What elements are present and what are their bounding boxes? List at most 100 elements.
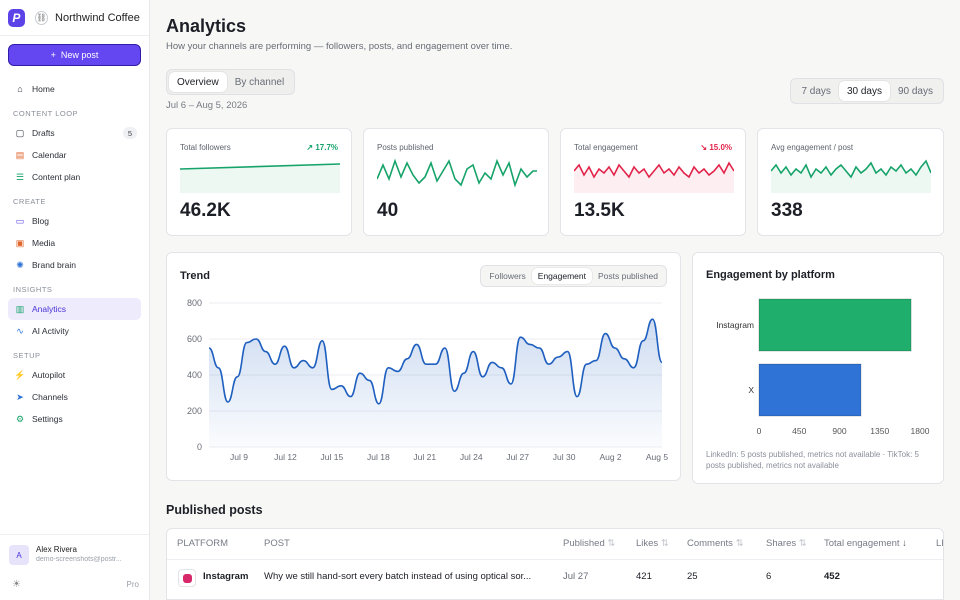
instagram-icon: [178, 569, 196, 587]
col-label: Shares: [766, 538, 797, 549]
col-linkedin: LI: [936, 538, 944, 549]
nav-calendar[interactable]: ▤ Calendar: [8, 144, 141, 166]
nav-channels[interactable]: ➤ Channels: [8, 386, 141, 408]
col-post: POST: [264, 538, 290, 549]
nav-blog[interactable]: ▭ Blog: [8, 210, 141, 232]
trend-area: [209, 319, 662, 447]
x-tick-label: Jul 30: [553, 452, 576, 462]
col-platform: PLATFORM: [177, 538, 229, 549]
bar-chart-icon: ▥: [15, 303, 25, 314]
col-published[interactable]: Published ⇅: [563, 538, 615, 549]
activity-icon: ∿: [16, 325, 24, 336]
nav-home[interactable]: ⌂ Home: [8, 78, 141, 100]
nav-content-plan[interactable]: ☰ Content plan: [8, 166, 141, 188]
period-90-days[interactable]: 90 days: [897, 85, 933, 97]
cell-platform: Instagram: [203, 571, 249, 582]
bar-category-label: X: [748, 385, 754, 395]
col-total-engagement[interactable]: Total engagement ↓: [824, 538, 907, 549]
table-row[interactable]: [167, 559, 943, 599]
x-tick-label: Jul 9: [230, 452, 248, 462]
platform-bar-chart: Instagram X 0 450 900 1350 1800: [716, 298, 930, 436]
brain-icon: ✺: [16, 259, 24, 270]
col-comments[interactable]: Comments ⇅: [687, 538, 744, 549]
nav-analytics[interactable]: ▥ Analytics: [8, 298, 141, 320]
new-post-button[interactable]: + New post: [8, 44, 141, 66]
sliders-icon: ⚙: [15, 413, 25, 424]
period-selector: 7 days 30 days 90 days: [790, 78, 944, 104]
x-tick-label: 1800: [911, 426, 930, 436]
nav-media[interactable]: ▣ Media: [8, 232, 141, 254]
trend-card: 0 200 400 600 800 Jul 9 Jul 12 Jul 15 Jul 18 Jul …: [166, 252, 681, 481]
drafts-count-badge: 5: [123, 127, 137, 139]
cell-likes: 421: [636, 571, 652, 582]
cell-published: Jul 27: [563, 571, 589, 582]
kpi-change: ↗ 17.7%: [306, 143, 338, 152]
page-title: Analytics: [166, 16, 247, 36]
kpi-card-followers: Total followers ↗ 17.7% 46.2K: [166, 128, 352, 236]
tab-engagement[interactable]: Engagement: [531, 268, 592, 284]
sort-icon: ⇅: [798, 538, 807, 549]
tab-overview[interactable]: Overview: [169, 72, 227, 92]
nav-ai-activity[interactable]: ∿ AI Activity: [8, 320, 141, 342]
app-logo: P: [8, 8, 25, 27]
followers-sparkline: [180, 163, 340, 193]
kpi-value: 40: [377, 200, 399, 221]
x-tick-label: Aug 2: [599, 452, 621, 462]
send-icon: ➤: [16, 391, 24, 402]
nav-group-setup: SETUP: [13, 351, 41, 360]
kpi-label: Total followers: [180, 143, 231, 152]
kpi-value: 46.2K: [180, 200, 231, 221]
trend-chart: 0 200 400 600 800 Jul 9 Jul 12 Jul 15 Jul 18 Jul …: [187, 298, 668, 462]
sort-icon: ⇅: [735, 538, 744, 549]
user-panel[interactable]: A Alex Rivera demo-screenshots@postr... …: [0, 534, 150, 600]
nav-label: Autopilot: [32, 370, 66, 380]
home-icon: ⌂: [17, 84, 23, 94]
y-tick-label: 400: [187, 370, 202, 380]
plan-badge: Pro: [126, 580, 139, 589]
y-tick-label: 200: [187, 406, 202, 416]
kpi-card-avg-engagement: Avg engagement / post 338: [757, 128, 944, 236]
workspace-name: Northwind Coffee Co: [55, 11, 141, 24]
new-post-label: New post: [60, 50, 99, 60]
col-shares[interactable]: Shares ⇅: [766, 538, 807, 549]
cell-comments: 25: [687, 571, 698, 582]
cell-post[interactable]: Why we still hand-sort every batch inste…: [264, 571, 532, 582]
bar-x: [758, 363, 862, 417]
period-30-days[interactable]: 30 days: [838, 81, 890, 101]
kpi-label: Total engagement: [574, 143, 638, 152]
period-7-days[interactable]: 7 days: [801, 85, 831, 97]
y-tick-label: 800: [187, 298, 202, 308]
nav-label: Media: [32, 238, 56, 248]
sort-icon: ⇅: [607, 538, 616, 549]
nav-autopilot[interactable]: ⚡ Autopilot: [8, 364, 141, 386]
link-icon: ⛓: [34, 10, 49, 25]
col-label: Comments: [687, 538, 733, 549]
nav-label: Calendar: [32, 150, 67, 160]
workspace-switcher[interactable]: P ⛓ Northwind Coffee Co: [0, 0, 149, 36]
posts-sparkline: [377, 158, 537, 188]
col-likes[interactable]: Likes ⇅: [636, 538, 669, 549]
main-content: Analytics How your channels are performi…: [150, 0, 960, 600]
nav-brand-brain[interactable]: ✺ Brand brain: [8, 254, 141, 276]
nav-label: Content plan: [32, 172, 81, 182]
tab-by-channel[interactable]: By channel: [234, 76, 285, 88]
published-posts-table: PLATFORM POST Published ⇅ Likes ⇅ Commen…: [166, 528, 944, 600]
list-icon: ☰: [15, 171, 25, 182]
x-tick-label: Jul 27: [506, 452, 529, 462]
zap-icon: ⚡: [14, 369, 26, 380]
nav-drafts[interactable]: ▢ Drafts 5: [8, 122, 141, 144]
user-email: demo-screenshots@postr...: [36, 556, 122, 563]
nav-settings[interactable]: ⚙ Settings: [8, 408, 141, 430]
kpi-card-engagement: Total engagement ↘ 15.0% 13.5K: [560, 128, 746, 236]
x-tick-label: 1350: [870, 426, 889, 436]
x-tick-label: 900: [832, 426, 846, 436]
avg-engagement-sparkline: [771, 159, 931, 193]
user-name: Alex Rivera: [36, 545, 77, 554]
col-label: Published: [563, 538, 605, 549]
nav-label: Settings: [32, 414, 63, 424]
tab-followers[interactable]: Followers: [489, 271, 526, 281]
col-label: Total engagement: [824, 538, 900, 549]
kpi-change: ↘ 15.0%: [700, 143, 732, 152]
tab-posts-published[interactable]: Posts published: [597, 271, 658, 281]
theme-toggle-icon[interactable]: ☀: [12, 579, 21, 590]
